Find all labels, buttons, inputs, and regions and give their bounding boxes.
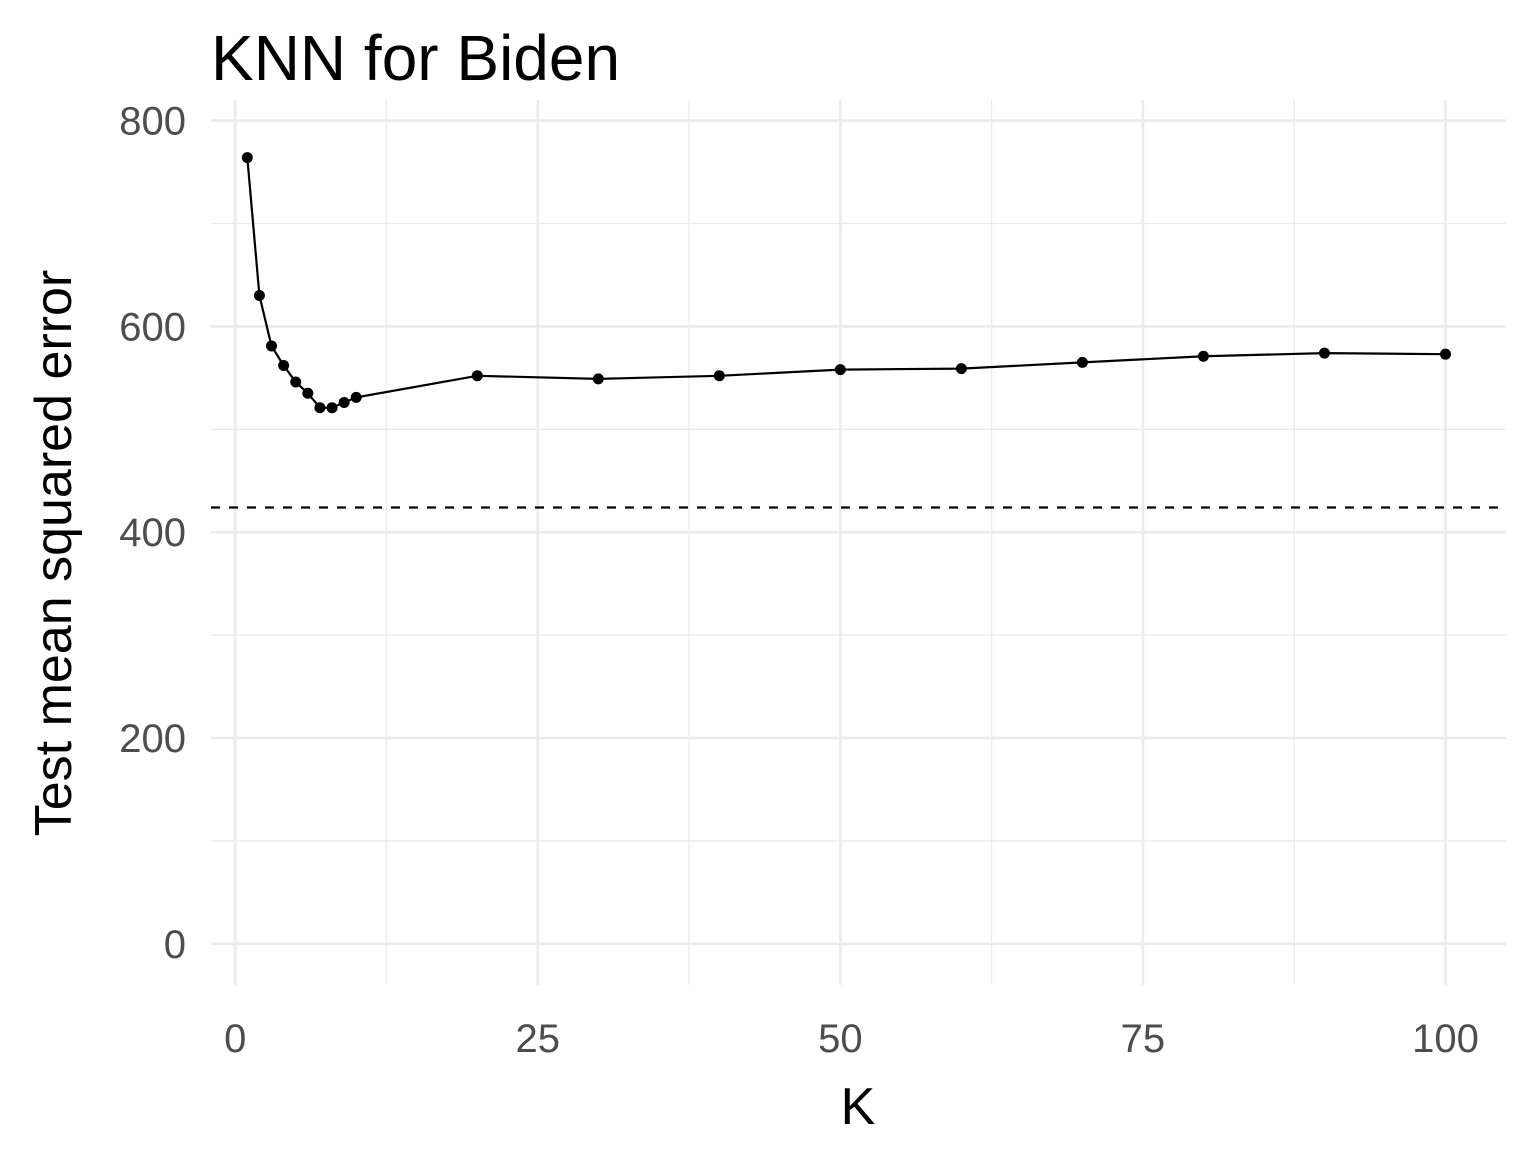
x-tick-label: 25	[516, 1017, 561, 1061]
x-tick-label: 75	[1121, 1017, 1166, 1061]
data-point	[350, 391, 362, 403]
series-layer	[246, 157, 1446, 409]
y-tick-label: 400	[119, 511, 186, 555]
data-point	[834, 364, 846, 376]
data-point	[592, 373, 604, 385]
data-point	[290, 376, 302, 388]
y-tick-label: 0	[164, 923, 186, 967]
x-tick-label: 50	[818, 1017, 863, 1061]
data-point	[278, 360, 290, 371]
data-point	[1076, 356, 1088, 368]
data-point	[471, 370, 483, 382]
data-point	[1439, 348, 1451, 360]
x-tick-label: 100	[1412, 1017, 1479, 1061]
data-point	[241, 152, 253, 164]
y-axis-title: Test mean squared error	[25, 270, 83, 837]
data-point	[302, 387, 314, 399]
data-point	[314, 402, 326, 414]
data-point	[955, 363, 967, 375]
data-point	[326, 402, 338, 414]
data-point	[266, 340, 278, 352]
data-point	[338, 397, 350, 409]
y-tick-label: 600	[119, 305, 186, 349]
data-point	[1318, 347, 1330, 359]
grid	[211, 100, 1506, 985]
x-tick-label: 0	[224, 1017, 246, 1061]
chart-title: KNN for Biden	[211, 22, 620, 94]
x-axis-title: K	[841, 1078, 876, 1136]
data-point	[1197, 350, 1209, 362]
series-line	[246, 157, 1446, 409]
points-layer	[241, 152, 1451, 414]
y-tick-label: 200	[119, 717, 186, 761]
data-point	[253, 290, 265, 302]
y-tick-label: 800	[119, 100, 186, 144]
data-point	[713, 370, 725, 382]
tick-labels: 0 25 50 75 100 0 200 400 600 800	[119, 100, 1479, 1061]
